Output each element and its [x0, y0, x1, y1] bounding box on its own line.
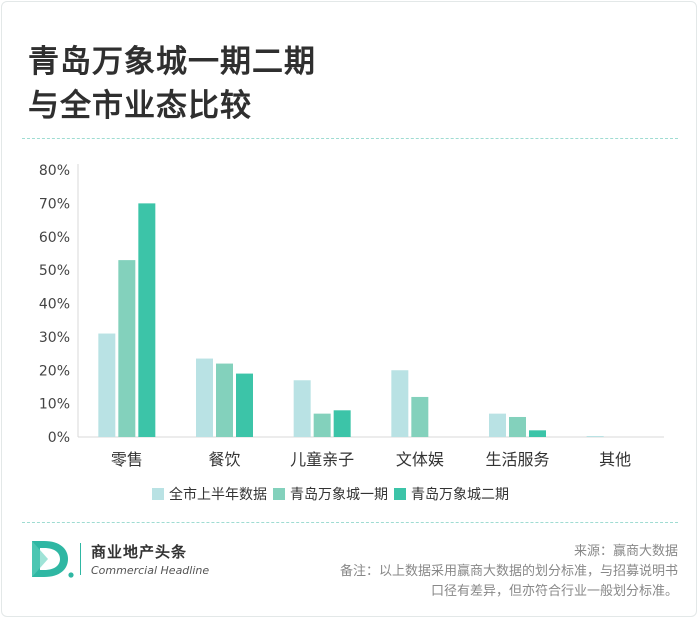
y-tick-label: 80% — [39, 163, 70, 179]
y-tick-label: 30% — [39, 330, 70, 346]
brand-logo: 商业地产头条 Commercial Headline — [28, 538, 209, 580]
bar-2 — [118, 260, 136, 437]
bar-3 — [138, 203, 156, 437]
y-tick-label: 70% — [39, 196, 70, 212]
x-tick-label: 餐饮 — [208, 450, 240, 469]
legend-swatch-phase1 — [273, 488, 285, 500]
bar-2 — [216, 363, 233, 437]
bar-2 — [313, 413, 331, 437]
x-tick-label: 儿童亲子 — [290, 450, 354, 469]
legend-swatch-phase2 — [394, 488, 406, 500]
title-line-2: 与全市业态比较 — [28, 88, 252, 124]
bar-1 — [489, 413, 506, 437]
bottom-divider — [22, 522, 678, 523]
logo-separator — [80, 543, 81, 575]
top-divider — [22, 138, 678, 139]
x-tick-label: 生活服务 — [485, 450, 549, 469]
legend-item-citywide: 全市上半年数据 — [152, 484, 267, 504]
legend-item-phase2: 青岛万象城二期 — [394, 484, 509, 504]
legend-label-citywide: 全市上半年数据 — [169, 487, 267, 503]
bar-chart: 0% 10% 20% 30% 40% 50% 60% 70% 80% 零售 餐饮 儿童亲子 文体娱 生活服… — [39, 163, 664, 469]
bar-1 — [586, 435, 604, 437]
bar-1 — [391, 370, 409, 437]
source-text: 来源：赢商大数据 — [573, 544, 678, 559]
logo-name-cn: 商业地产头条 — [91, 543, 188, 561]
bar-1 — [98, 333, 116, 437]
logo-text: 商业地产头条 Commercial Headline — [91, 541, 209, 577]
y-tick-label: 60% — [39, 230, 70, 246]
y-tick-label: 20% — [39, 363, 70, 379]
bar-3 — [529, 430, 546, 437]
y-tick-label: 40% — [39, 297, 70, 313]
bar-1 — [196, 358, 213, 437]
x-tick-label: 文体娱 — [396, 450, 444, 469]
brand-d-logo-icon — [32, 541, 74, 578]
bar-3 — [333, 410, 351, 437]
legend-swatch-citywide — [152, 488, 164, 500]
title-line-1: 青岛万象城一期二期 — [28, 44, 316, 80]
y-tick-label: 0% — [48, 430, 70, 446]
bar-2 — [509, 416, 526, 437]
x-tick-label: 零售 — [111, 450, 143, 469]
legend-label-phase1: 青岛万象城一期 — [290, 487, 388, 503]
y-tick-label: 50% — [39, 263, 70, 279]
x-tick-label: 其他 — [599, 450, 631, 469]
bar-3 — [236, 373, 253, 437]
bar-1 — [293, 380, 311, 437]
chart-legend: 全市上半年数据 青岛万象城一期 青岛万象城二期 — [152, 484, 515, 504]
bar-2 — [411, 396, 429, 437]
page-title: 青岛万象城一期二期 与全市业态比较 — [28, 40, 316, 128]
note-line-1: 备注：以上数据采用赢商大数据的划分标准，与招募说明书 — [339, 564, 678, 579]
note-line-2: 口径有差异，但亦符合行业一般划分标准。 — [430, 584, 678, 599]
footer-notes: 来源：赢商大数据 备注：以上数据采用赢商大数据的划分标准，与招募说明书 口径有差… — [340, 542, 678, 602]
logo-name-en: Commercial Headline — [91, 564, 210, 577]
y-tick-label: 10% — [39, 397, 70, 413]
legend-label-phase2: 青岛万象城二期 — [411, 487, 509, 503]
legend-item-phase1: 青岛万象城一期 — [273, 484, 388, 504]
